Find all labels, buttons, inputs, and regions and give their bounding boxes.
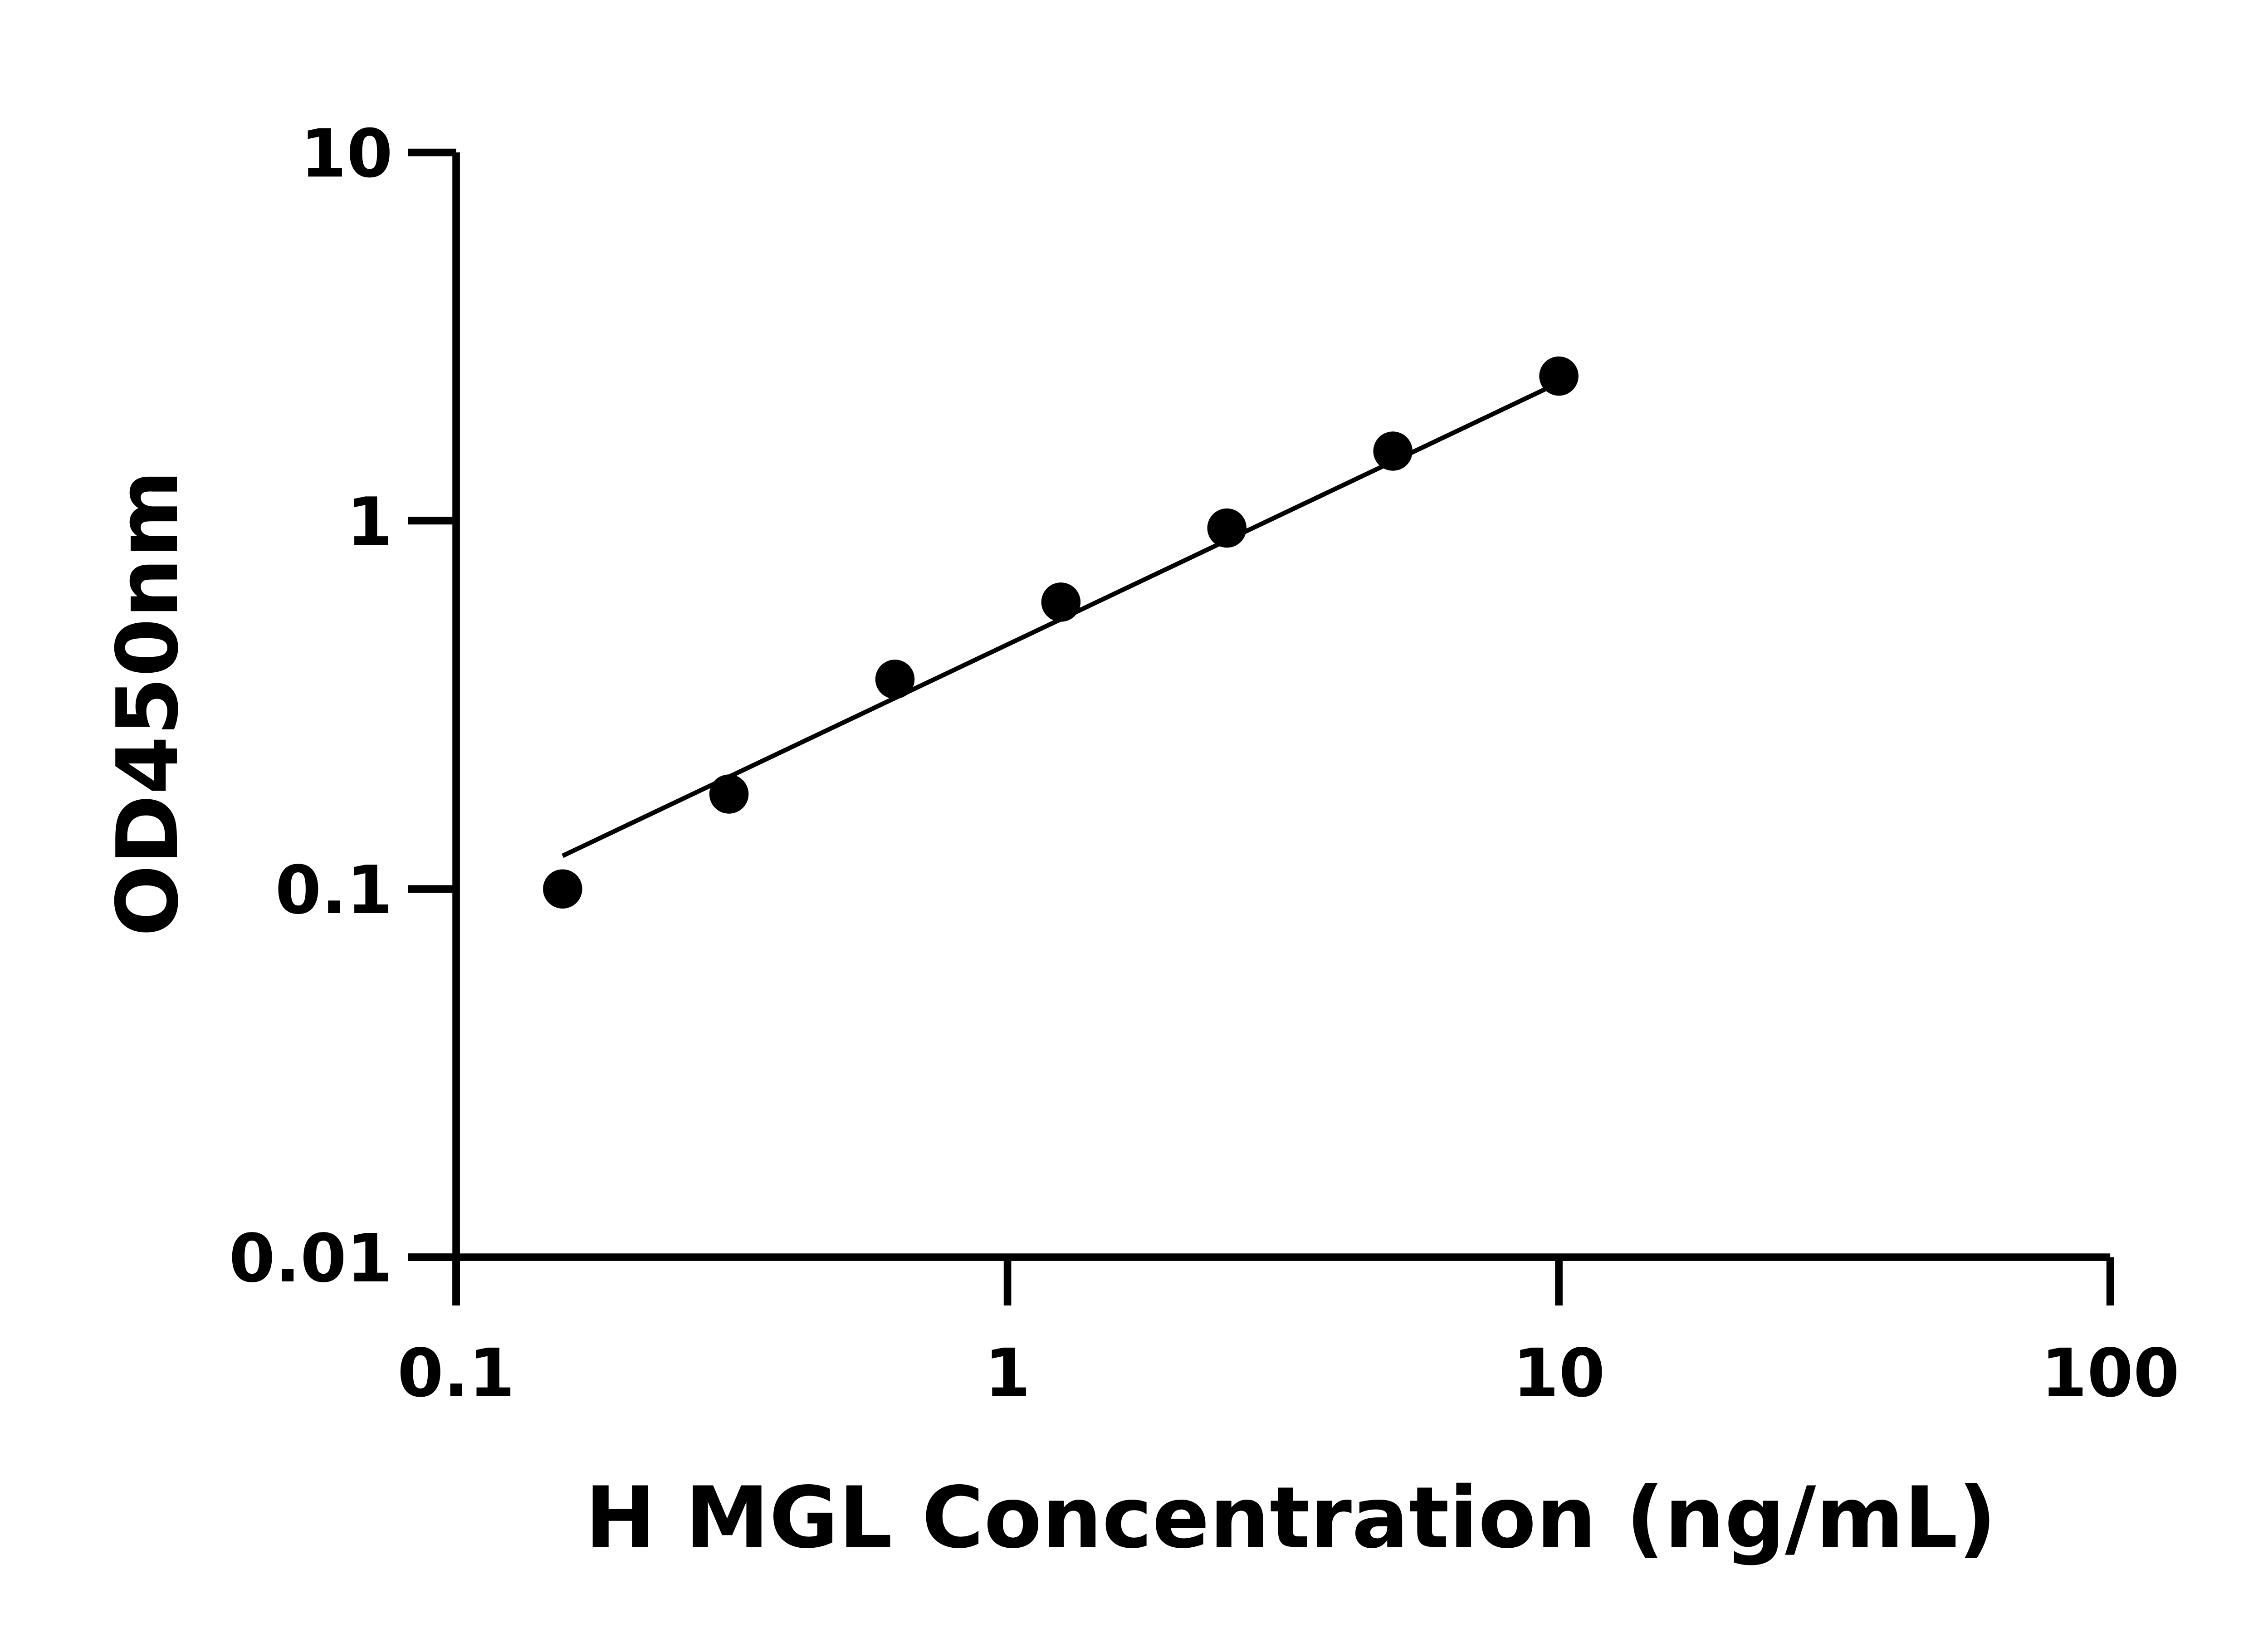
data-point <box>543 869 582 909</box>
x-tick-label: 0.1 <box>397 1335 515 1412</box>
data-point <box>1041 582 1081 622</box>
y-tick-label: 0.1 <box>275 851 393 929</box>
x-tick-label: 100 <box>2041 1335 2180 1412</box>
x-axis-label: H MGL Concentration (ng/mL) <box>585 1468 1997 1567</box>
data-point <box>1373 431 1413 471</box>
data-point <box>875 660 915 699</box>
data-point <box>1539 356 1579 396</box>
data-point <box>1207 508 1247 548</box>
y-tick-label: 1 <box>347 483 393 561</box>
marks <box>543 356 1579 909</box>
y-tick-label: 10 <box>300 115 393 192</box>
y-tick-label: 0.01 <box>229 1220 393 1297</box>
data-point <box>709 774 749 814</box>
x-tick-label: 10 <box>1513 1335 1605 1412</box>
x-tick-label: 1 <box>984 1335 1031 1412</box>
y-axis-label: OD450nm <box>98 470 197 937</box>
